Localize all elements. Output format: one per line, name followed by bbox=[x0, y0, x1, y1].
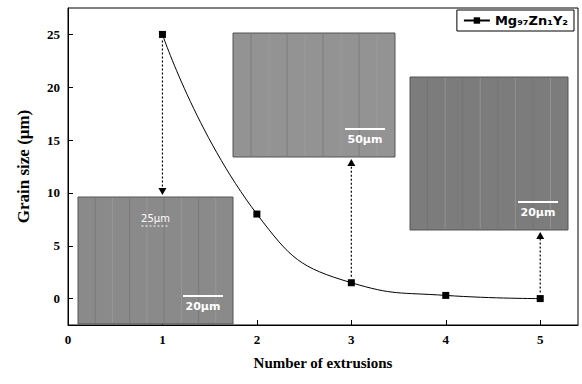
svg-text:50μm: 50μm bbox=[348, 133, 383, 146]
svg-text:4: 4 bbox=[443, 332, 450, 347]
svg-text:20μm: 20μm bbox=[186, 300, 221, 313]
svg-text:Number of extrusions: Number of extrusions bbox=[254, 355, 393, 371]
svg-text:10: 10 bbox=[47, 185, 60, 200]
svg-text:25: 25 bbox=[47, 27, 61, 42]
svg-text:5: 5 bbox=[537, 332, 544, 347]
svg-text:20: 20 bbox=[47, 80, 60, 95]
svg-text:0: 0 bbox=[54, 291, 61, 306]
svg-text:15: 15 bbox=[47, 133, 61, 148]
svg-text:5: 5 bbox=[54, 238, 61, 253]
svg-text:20μm: 20μm bbox=[521, 206, 556, 219]
svg-text:2: 2 bbox=[254, 332, 261, 347]
svg-text:25μm: 25μm bbox=[141, 213, 170, 224]
svg-text:3: 3 bbox=[348, 332, 355, 347]
svg-text:1: 1 bbox=[159, 332, 166, 347]
svg-text:Grain size (μm): Grain size (μm) bbox=[14, 110, 33, 224]
svg-text:0: 0 bbox=[65, 332, 72, 347]
svg-text:Mg₉₇Zn₁Y₂: Mg₉₇Zn₁Y₂ bbox=[495, 13, 568, 28]
